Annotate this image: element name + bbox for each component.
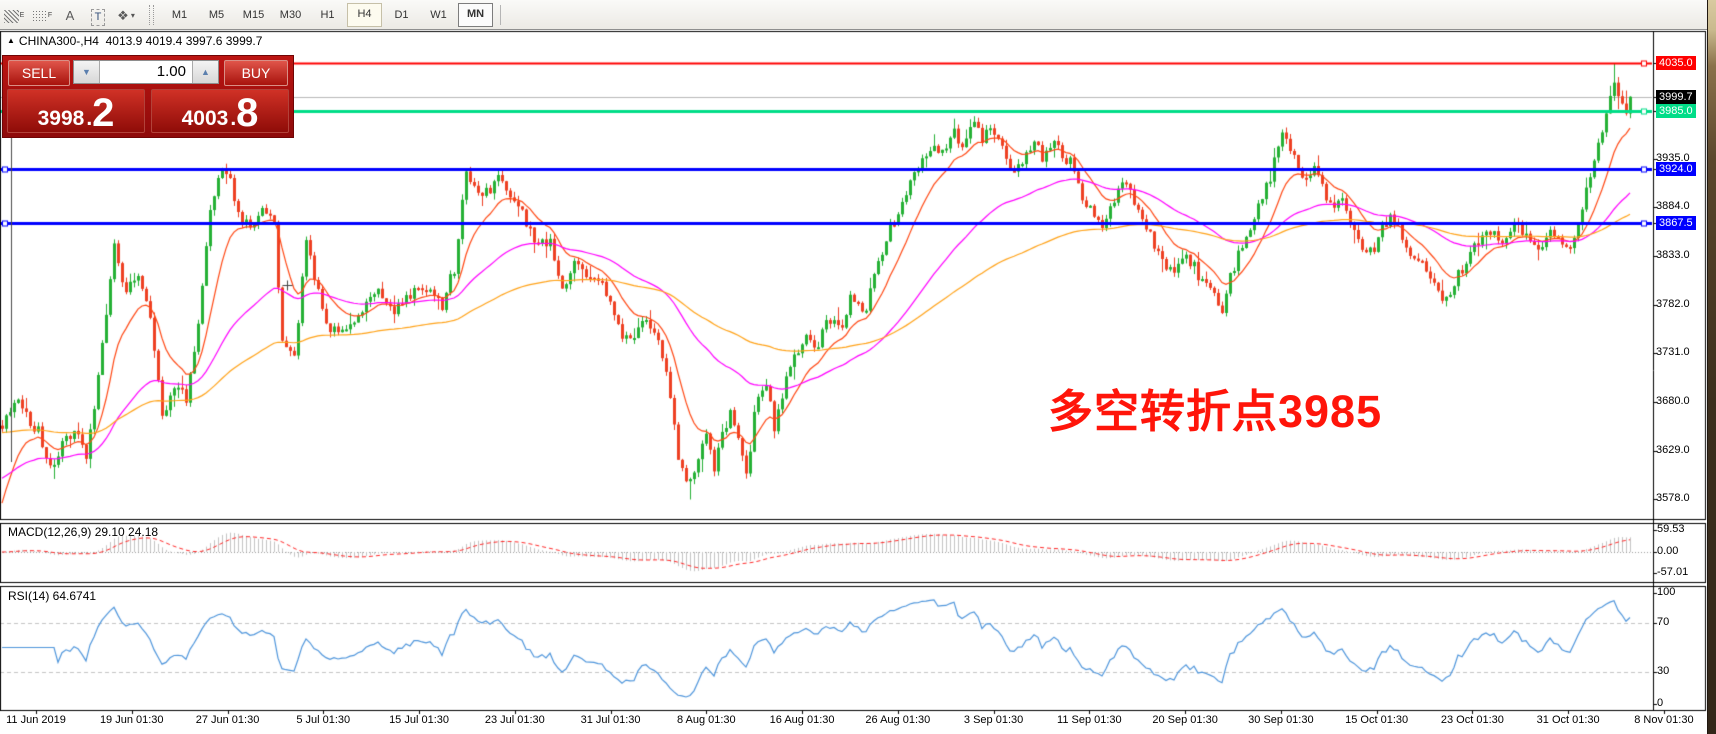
- rsi-indicator-label: RSI(14) 64.6741: [8, 589, 97, 603]
- time-axis-label: 15 Oct 01:30: [1345, 714, 1409, 726]
- buy-price-main: 4003: [181, 106, 229, 130]
- time-axis-label: 16 Aug 01:30: [769, 714, 835, 726]
- price-axis-label: 3731.0: [1656, 346, 1690, 358]
- timeframe-button-d1[interactable]: D1: [394, 8, 409, 21]
- volume-increase-button[interactable]: ▲: [192, 61, 218, 83]
- time-axis-label: 26 Aug 01:30: [865, 714, 931, 726]
- hatch-e-icon[interactable]: E: [2, 4, 26, 26]
- rsi-axis-label: 70: [1657, 616, 1670, 628]
- toolbar-grip: [149, 4, 154, 25]
- textbox-t-icon[interactable]: T: [86, 4, 110, 26]
- time-axis-label: 8 Nov 01:30: [1634, 714, 1694, 726]
- buy-price-dot: .: [230, 106, 237, 130]
- price-axis-label: 3924.0: [1656, 162, 1696, 176]
- window-edge-strip: [1707, 0, 1716, 734]
- rsi-axis-label: 0: [1657, 697, 1664, 709]
- sell-price-main: 3998: [37, 106, 85, 130]
- timeframe-button-w1[interactable]: W1: [430, 8, 447, 21]
- rsi-axis-label: 100: [1657, 586, 1676, 598]
- time-axis-label: 11 Sep 01:30: [1057, 714, 1122, 726]
- timeframe-button-m30[interactable]: M30: [279, 8, 302, 21]
- one-click-trading-panel: SELL ▼ 1.00 ▲ BUY 3998. 2 4003. 8: [2, 55, 294, 138]
- price-axis-label: 3680.0: [1656, 395, 1690, 407]
- time-axis-label: 23 Jul 01:30: [484, 714, 545, 726]
- price-axis-label: 3985.0: [1656, 104, 1696, 118]
- price-axis-label: 3867.5: [1656, 216, 1696, 230]
- time-axis-label: 11 Jun 2019: [6, 714, 66, 726]
- price-axis-label: 3629.0: [1656, 444, 1690, 456]
- price-axis-label: 4035.0: [1656, 56, 1696, 70]
- shapes-icon[interactable]: ❖ ▾: [117, 7, 135, 23]
- chart-title: ▲ CHINA300-,H4 4013.9 4019.4 3997.6 3999.…: [7, 34, 262, 48]
- timeframe-button-h4[interactable]: H4: [347, 2, 382, 27]
- volume-stepper: ▼ 1.00 ▲: [73, 60, 219, 84]
- price-axis-label: 3999.7: [1656, 90, 1696, 104]
- price-axis-label: 3884.0: [1656, 200, 1690, 212]
- timeframe-button-m15[interactable]: M15: [242, 8, 265, 21]
- time-axis-label: 30 Sep 01:30: [1248, 714, 1314, 726]
- time-axis-label: 8 Aug 01:30: [676, 714, 736, 726]
- time-axis-label: 15 Jul 01:30: [389, 714, 449, 726]
- timeframe-bar: M1 M5 M15 M30 H1 H4 D1 W1 MN: [161, 2, 494, 27]
- collapse-arrow-icon[interactable]: ▲: [7, 36, 15, 45]
- time-axis-label: 31 Jul 01:30: [580, 714, 641, 726]
- buy-price-panel[interactable]: 4003. 8: [151, 89, 289, 133]
- price-axis-label: 3833.0: [1656, 249, 1690, 261]
- price-axis-label: 3578.0: [1656, 492, 1690, 504]
- time-axis-label: 19 Jun 01:30: [99, 714, 164, 726]
- macd-axis-label: -57.01: [1657, 566, 1689, 578]
- macd-indicator-label: MACD(12,26,9) 29.10 24.18: [8, 525, 159, 539]
- volume-decrease-button[interactable]: ▼: [74, 61, 100, 83]
- time-axis-label: 23 Oct 01:30: [1440, 714, 1504, 726]
- timeframe-button-m1[interactable]: M1: [171, 8, 188, 21]
- time-axis-label: 27 Jun 01:30: [195, 714, 260, 726]
- toolbar-divider: [500, 4, 501, 25]
- time-axis-label: 20 Sep 01:30: [1152, 714, 1218, 726]
- price-axis-label: 3782.0: [1656, 298, 1690, 310]
- rsi-axis-label: 30: [1657, 665, 1670, 677]
- timeframe-button-m5[interactable]: M5: [208, 8, 225, 21]
- toolbar: E F A T ❖ ▾ M1 M5 M15 M30 H1 H4 D1 W1 MN: [0, 0, 1707, 30]
- time-axis-label: 3 Sep 01:30: [963, 714, 1024, 726]
- label-a-icon[interactable]: A: [65, 7, 75, 23]
- sell-price-panel[interactable]: 3998. 2: [7, 89, 145, 133]
- buy-button[interactable]: BUY: [224, 60, 288, 86]
- timeframe-button-mn[interactable]: MN: [458, 2, 493, 27]
- macd-axis-label: 0.00: [1657, 545, 1679, 557]
- price-axis-label: 3935.0: [1656, 152, 1690, 164]
- timeframe-button-h1[interactable]: H1: [320, 8, 335, 21]
- sell-price-last-digit: 2: [92, 91, 115, 136]
- time-axis-label: 5 Jul 01:30: [296, 714, 351, 726]
- grid-f-icon[interactable]: F: [30, 4, 54, 26]
- sell-button[interactable]: SELL: [8, 60, 70, 86]
- macd-axis-label: 59.53: [1657, 523, 1685, 535]
- volume-input[interactable]: 1.00: [100, 61, 192, 83]
- time-axis-label: 31 Oct 01:30: [1536, 714, 1600, 726]
- chart-annotation-text: 多空转折点3985: [1048, 386, 1383, 437]
- sell-price-dot: .: [86, 106, 93, 130]
- buy-price-last-digit: 8: [236, 91, 259, 136]
- chart-title-text: CHINA300-,H4 4013.9 4019.4 3997.6 3999.7: [18, 34, 263, 48]
